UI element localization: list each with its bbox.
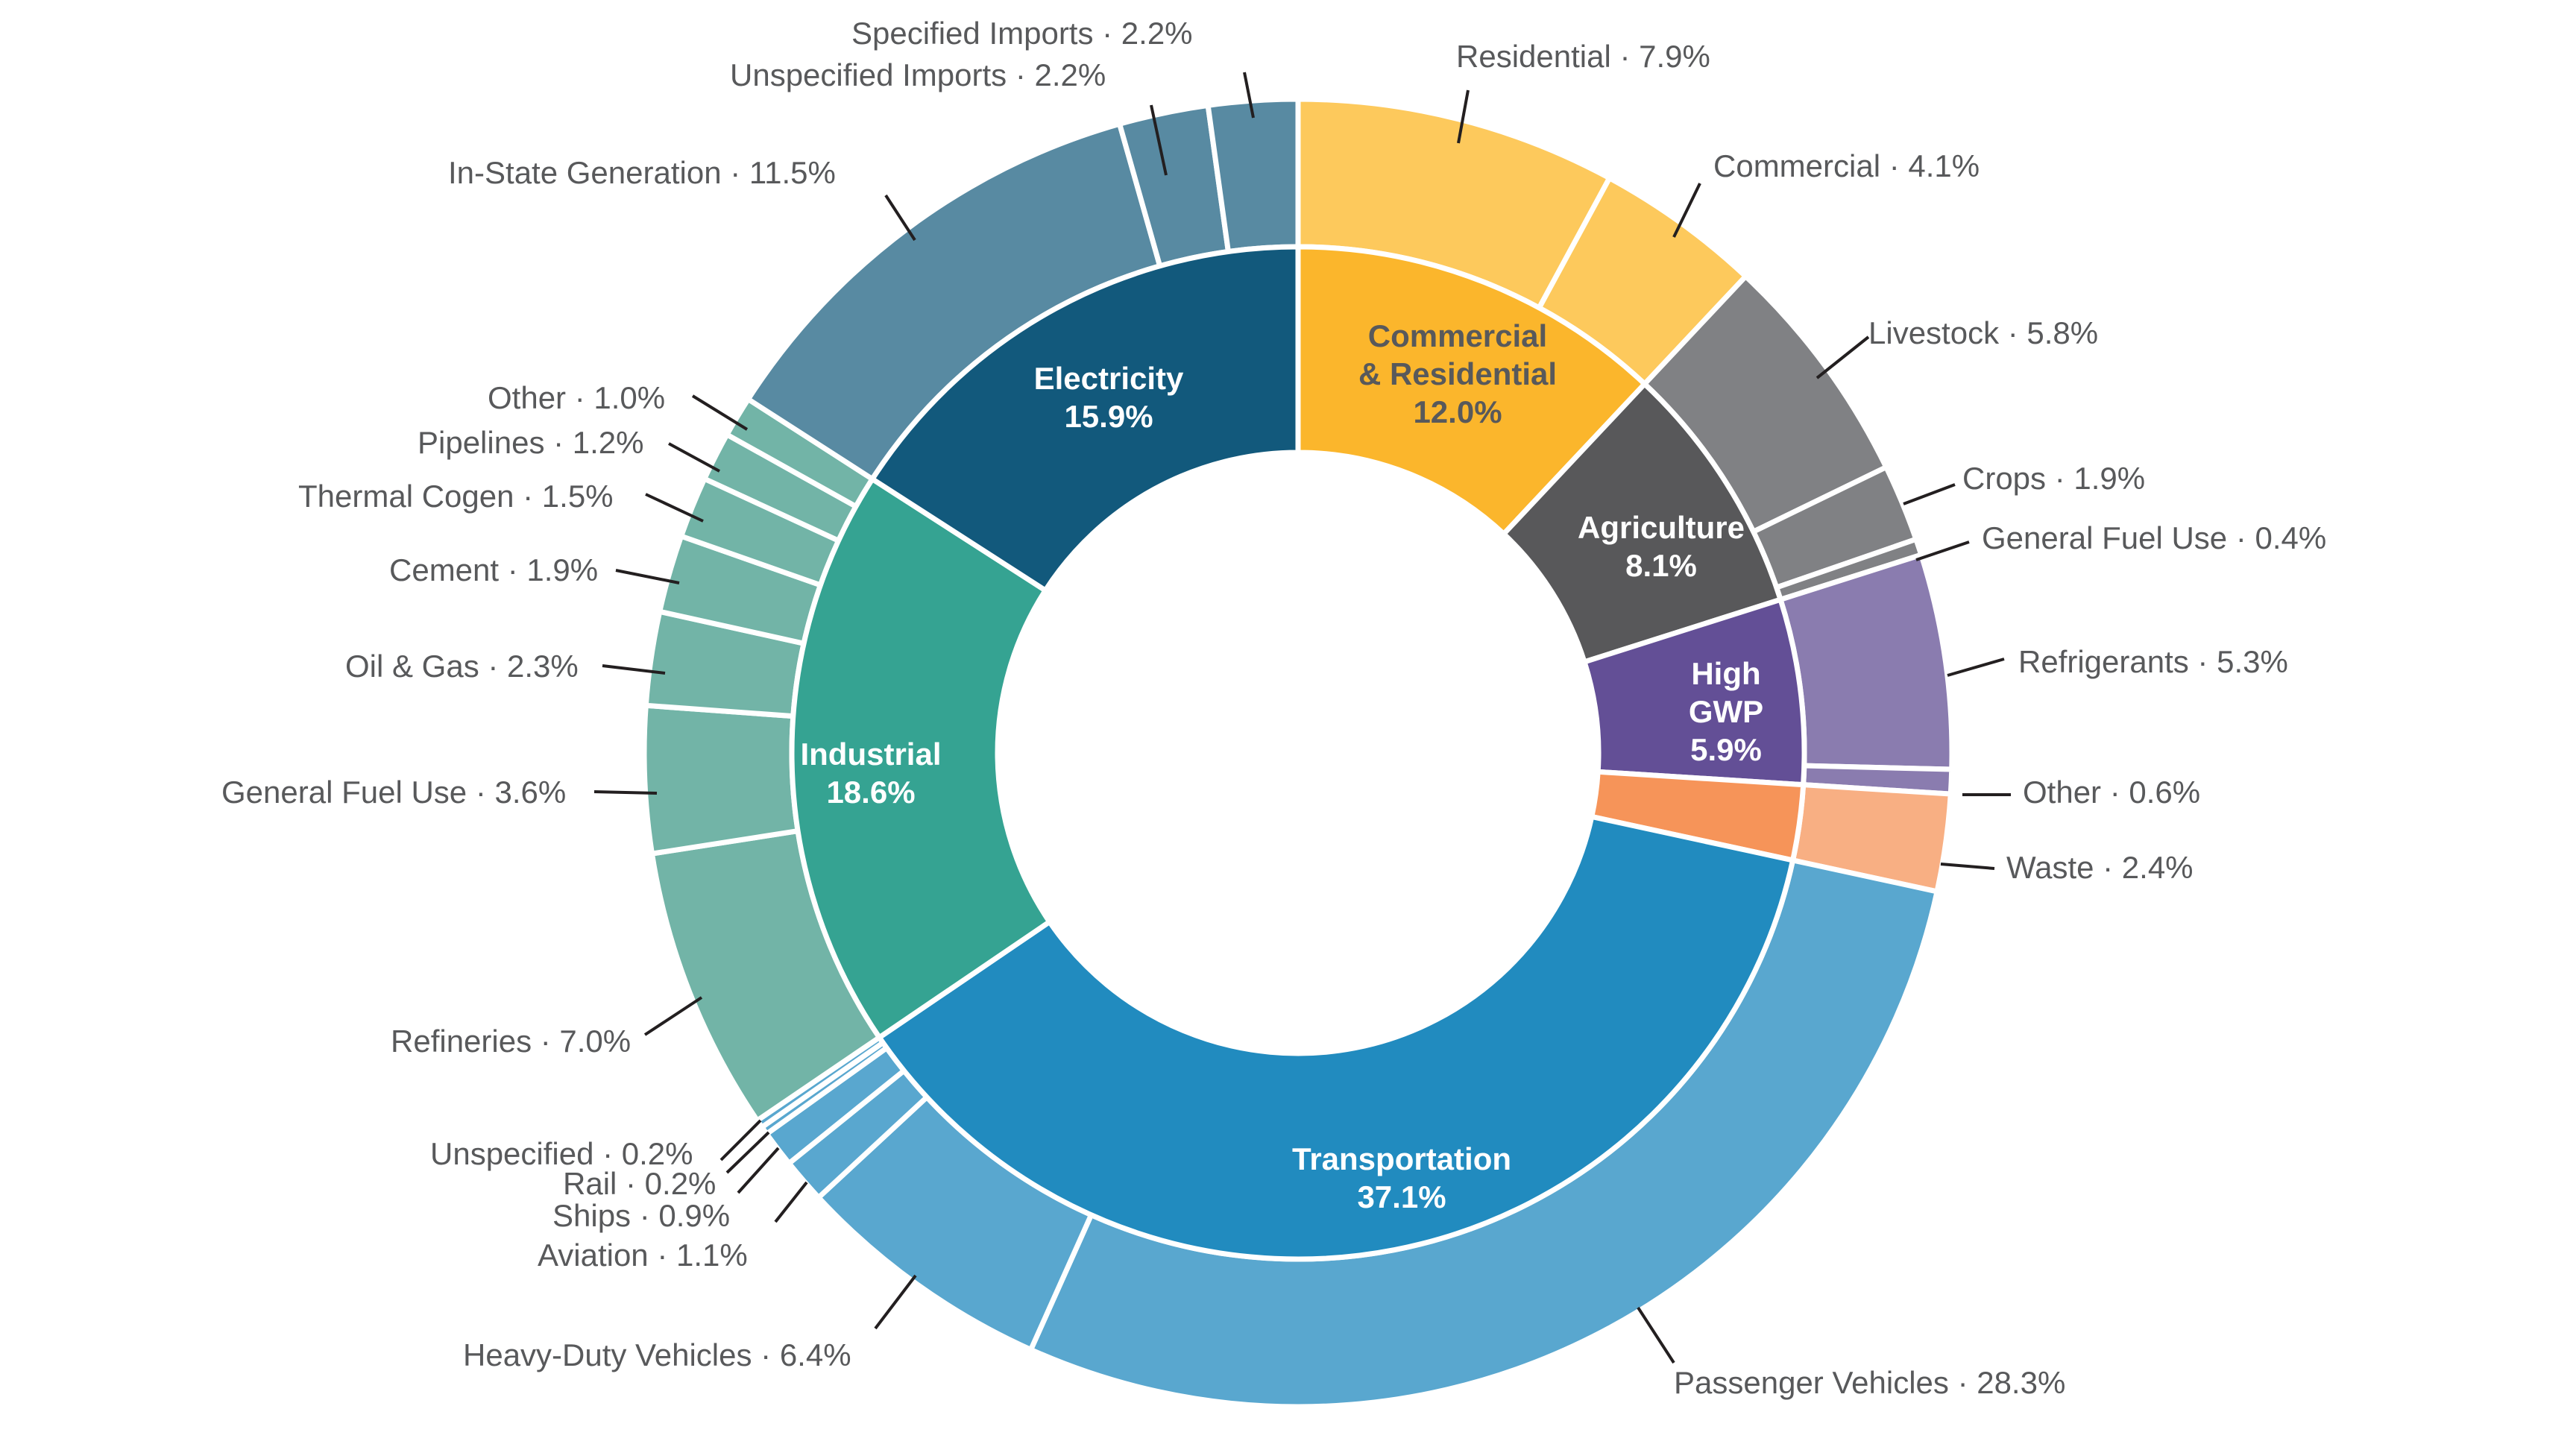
subsector-label: Ships · 0.9% (552, 1198, 731, 1233)
sector-name: High (1691, 656, 1761, 692)
subsector-label: Thermal Cogen · 1.5% (298, 479, 614, 514)
subsector-label: General Fuel Use · 3.6% (221, 775, 567, 810)
sector-commercial-residential (1295, 244, 1648, 538)
sector-name: Industrial (800, 736, 942, 772)
subsector-label: Waste · 2.4% (2006, 850, 2194, 885)
outer-ring-subsectors (641, 96, 1955, 1410)
leader-line (1940, 863, 1995, 870)
leader-line (1243, 72, 1255, 119)
sector-transportation (875, 813, 1796, 1262)
sector-label-commercial-residential: Commercial & Residential 12.0% (1358, 317, 1557, 432)
sector-percent: 12.0% (1413, 394, 1502, 430)
sector-label-high-gwp: High GWP 5.9% (1689, 655, 1763, 769)
leader-line (1150, 104, 1168, 176)
subsector-label: Rail · 0.2% (563, 1166, 717, 1201)
sector-label-industrial: Industrial 18.6% (800, 735, 941, 811)
subsector-label: Other · 0.6% (2023, 775, 2201, 810)
subsector-label: Refineries · 7.0% (391, 1024, 632, 1059)
subsector-label: Passenger Vehicles · 28.3% (1674, 1365, 2066, 1400)
leader-line (884, 194, 916, 242)
leader-line (725, 1131, 770, 1174)
sector-name: & Residential (1358, 356, 1558, 392)
leader-line (602, 664, 666, 675)
leader-line (1903, 483, 1956, 505)
leader-line (1915, 540, 1970, 561)
subsector-label: Heavy-Duty Vehicles · 6.4% (463, 1337, 851, 1372)
sector-percent: 15.9% (1064, 399, 1153, 434)
leader-line (1637, 1306, 1675, 1364)
sector-name: Agriculture (1577, 509, 1745, 545)
leader-line (737, 1147, 780, 1194)
leader-line (645, 493, 704, 523)
leader-line (643, 996, 703, 1036)
sector-label-agriculture: Agriculture 8.1% (1578, 508, 1745, 584)
sector-percent: 18.6% (826, 775, 916, 810)
leader-line (874, 1274, 917, 1330)
leader-lines (593, 72, 2011, 1364)
subsector-label: Oil & Gas · 2.3% (345, 649, 579, 684)
leader-line (668, 442, 720, 473)
sector-name: Commercial (1367, 318, 1548, 354)
subsector-label: Specified Imports · 2.2% (851, 16, 1193, 51)
subsector-label: In-State Generation · 11.5% (448, 155, 836, 190)
sector-percent: 8.1% (1625, 548, 1697, 583)
subsector-label: Residential · 7.9% (1456, 39, 1710, 74)
sector-percent: 37.1% (1357, 1179, 1446, 1214)
sector-electricity (869, 244, 1301, 594)
subsector-label: Unspecified Imports · 2.2% (730, 57, 1106, 92)
sector-name: Electricity (1033, 360, 1184, 396)
leader-line (1672, 183, 1701, 238)
leader-line (615, 569, 680, 584)
leader-line (1816, 335, 1870, 379)
leader-line (1947, 658, 2005, 677)
sector-industrial (789, 475, 1054, 1041)
subsector-label: Other · 1.0% (488, 380, 666, 415)
subsector-label: Aviation · 1.1% (538, 1238, 748, 1273)
leader-line (774, 1181, 808, 1223)
subsector-industrial-general-fuel-use (641, 702, 802, 857)
leader-line (719, 1119, 762, 1161)
sector-name: GWP (1688, 694, 1764, 730)
subsector-label: Livestock · 5.8% (1868, 315, 2099, 350)
subsector-label: Refrigerants · 5.3% (2018, 644, 2288, 679)
subsector-label: Cement · 1.9% (389, 552, 599, 587)
subsector-label: General Fuel Use · 0.4% (1982, 520, 2327, 555)
leader-line (1457, 89, 1470, 144)
sector-label-transportation: Transportation 37.1% (1292, 1140, 1511, 1216)
leader-line (691, 394, 749, 431)
subsector-label: Crops · 1.9% (1962, 461, 2146, 496)
subsector-label: Commercial · 4.1% (1713, 148, 1980, 183)
subsector-label: Pipelines · 1.2% (418, 425, 644, 460)
sector-label-electricity: Electricity 15.9% (1034, 359, 1184, 435)
inner-ring-sectors (789, 244, 1807, 1262)
sector-percent: 5.9% (1690, 732, 1762, 768)
sector-name: Transportation (1291, 1141, 1512, 1176)
leader-line (593, 790, 658, 795)
subsector-label: Unspecified · 0.2% (430, 1136, 693, 1171)
